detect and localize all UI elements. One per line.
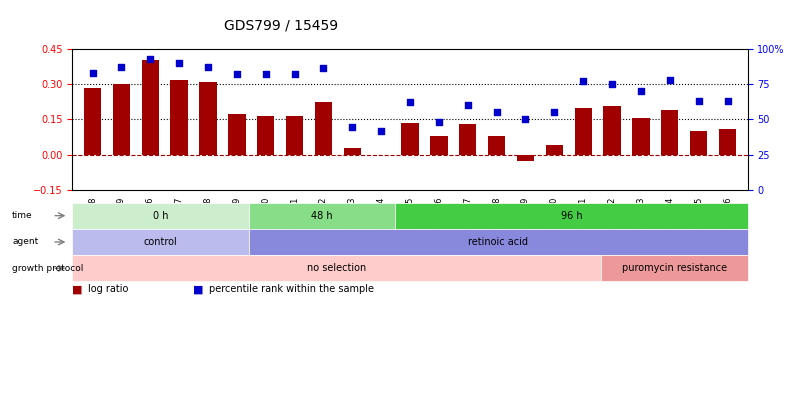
Bar [689,131,707,155]
Text: retinoic acid: retinoic acid [467,237,528,247]
Point [230,71,243,77]
Point [461,102,474,109]
Point [374,128,387,134]
Point [287,71,300,77]
Bar [603,107,620,155]
Bar [459,124,476,155]
Text: no selection: no selection [307,263,366,273]
Bar [199,82,216,155]
Text: puromycin resistance: puromycin resistance [621,263,726,273]
Bar [257,116,274,155]
Point [345,123,358,130]
Point [432,119,445,126]
Text: ■: ■ [193,284,203,294]
Bar [112,84,130,155]
Text: 48 h: 48 h [311,211,332,221]
Point [144,55,157,62]
Bar [545,145,562,155]
Point [576,78,589,85]
Point [173,60,185,66]
Point [519,116,532,123]
Point [115,64,128,70]
Point [86,70,99,76]
Point [202,64,214,70]
Bar [516,155,533,161]
Bar [631,118,649,155]
Bar [315,102,332,155]
Bar [401,123,418,155]
Point [316,65,329,72]
Bar [84,87,101,155]
Bar [660,110,678,155]
Text: control: control [144,237,177,247]
Text: 0 h: 0 h [153,211,168,221]
Point [403,99,416,106]
Text: growth protocol: growth protocol [12,264,84,273]
Text: 96 h: 96 h [560,211,581,221]
Bar [170,81,188,155]
Point [720,98,733,104]
Point [691,98,704,104]
Point [259,71,272,77]
Bar [718,129,736,155]
Bar [343,148,361,155]
Bar [141,60,159,155]
Point [634,88,646,94]
Bar [487,136,504,155]
Text: ■: ■ [72,284,83,294]
Point [547,109,560,116]
Text: log ratio: log ratio [88,284,128,294]
Point [605,81,618,87]
Point [490,109,503,116]
Point [662,77,675,83]
Text: time: time [12,211,33,220]
Bar [430,136,447,155]
Text: agent: agent [12,237,39,247]
Bar [286,116,303,155]
Text: percentile rank within the sample: percentile rank within the sample [209,284,373,294]
Text: GDS799 / 15459: GDS799 / 15459 [224,18,338,32]
Bar [228,113,245,155]
Bar [574,108,591,155]
